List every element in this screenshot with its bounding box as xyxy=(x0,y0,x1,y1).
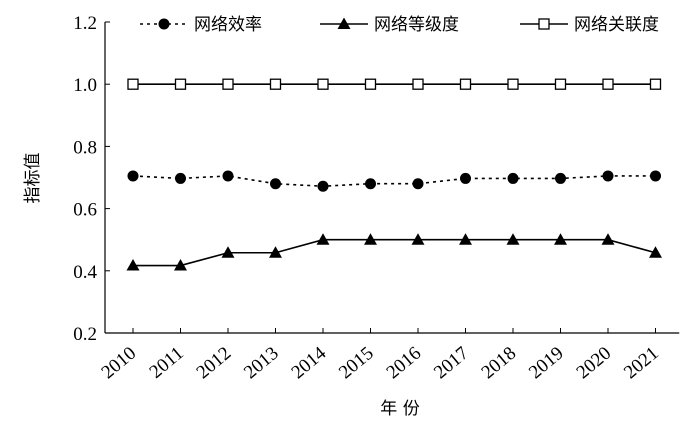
point xyxy=(364,233,377,245)
point xyxy=(365,178,376,190)
y-tick-label: 1.0 xyxy=(73,75,97,96)
x-tick-label: 2013 xyxy=(240,343,283,384)
point xyxy=(507,172,519,184)
x-tick-label: 2020 xyxy=(573,343,616,384)
point xyxy=(411,233,425,245)
y-tick-label: 0.8 xyxy=(73,137,97,158)
point xyxy=(460,172,471,184)
x-tick-label: 2021 xyxy=(620,343,663,384)
series-line xyxy=(132,175,656,188)
point xyxy=(649,78,662,90)
point xyxy=(222,78,234,90)
x-tick-label: 2018 xyxy=(478,343,521,384)
point xyxy=(507,78,519,90)
legend-marker xyxy=(337,17,351,29)
legend-label: 网络关联度 xyxy=(574,15,659,35)
x-tick-label: 2015 xyxy=(335,343,378,384)
point xyxy=(459,233,472,245)
legend-marker xyxy=(158,18,170,30)
series-line xyxy=(133,238,656,267)
y-tick-label: 0.6 xyxy=(73,200,97,221)
point xyxy=(364,78,377,90)
point xyxy=(602,78,614,90)
x-axis-title: 年 份 xyxy=(380,399,419,419)
point xyxy=(412,178,424,190)
x-tick-label: 2011 xyxy=(146,343,188,383)
point xyxy=(459,78,472,90)
point xyxy=(174,78,187,90)
point xyxy=(602,170,614,182)
point xyxy=(601,233,615,245)
point xyxy=(269,246,282,258)
point xyxy=(412,78,424,90)
y-tick-label: 0.4 xyxy=(73,262,97,283)
point xyxy=(175,172,186,184)
x-tick-label: 2019 xyxy=(525,343,568,384)
x-tick-label: 2012 xyxy=(193,343,236,384)
x-tick-label: 2010 xyxy=(98,343,141,384)
point xyxy=(126,259,140,271)
y-tick-label: 1.2 xyxy=(73,13,97,34)
x-tick-label: 2017 xyxy=(430,343,473,384)
legend-label: 网络等级度 xyxy=(374,15,459,35)
point xyxy=(222,170,234,182)
point xyxy=(555,172,566,184)
point xyxy=(269,78,282,90)
y-tick-label: 0.2 xyxy=(73,324,97,345)
point xyxy=(221,246,235,258)
point xyxy=(317,180,329,192)
point xyxy=(649,246,662,258)
point xyxy=(316,233,330,245)
point xyxy=(554,233,567,245)
point xyxy=(554,78,567,90)
x-tick-label: 2016 xyxy=(383,343,426,384)
point xyxy=(127,170,139,182)
point xyxy=(127,78,139,90)
point xyxy=(174,259,187,271)
point xyxy=(317,78,329,90)
point xyxy=(270,178,281,190)
legend-marker xyxy=(538,18,550,30)
y-axis-title: 指标值 xyxy=(23,153,43,204)
point xyxy=(650,170,661,182)
x-tick-label: 2014 xyxy=(288,342,331,383)
legend-label: 网络效率 xyxy=(194,15,262,35)
point xyxy=(506,233,520,245)
